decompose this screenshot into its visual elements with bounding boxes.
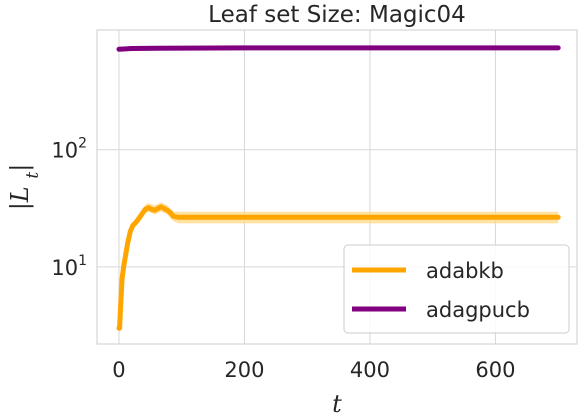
legend-label-adabkb: adabkb <box>426 259 504 283</box>
x-tick-label: 0 <box>112 358 125 382</box>
legend: adabkb adagpucb <box>344 245 569 333</box>
y-tick-label: 101 <box>51 253 87 280</box>
y-axis-label-text: |L <box>6 186 35 210</box>
y-axis-label: |L t| <box>6 164 43 211</box>
series-line-adagpucb <box>119 48 558 49</box>
x-axis-label: t <box>332 390 342 418</box>
x-tick-label: 600 <box>475 358 515 382</box>
chart-title: Leaf set Size: Magic04 <box>208 2 466 28</box>
y-tick-base: 10 <box>51 139 78 163</box>
legend-label-adagpucb: adagpucb <box>426 298 530 322</box>
y-tick-base: 10 <box>51 256 78 280</box>
x-tick-labels: 0 200 400 600 <box>112 358 515 382</box>
x-tick-label: 400 <box>350 358 390 382</box>
y-tick-exponent: 1 <box>78 253 87 269</box>
x-tick-label: 200 <box>224 358 264 382</box>
y-tick-exponent: 2 <box>78 136 87 152</box>
y-axis-label-tail: | <box>6 164 35 172</box>
y-tick-label: 102 <box>51 136 87 163</box>
